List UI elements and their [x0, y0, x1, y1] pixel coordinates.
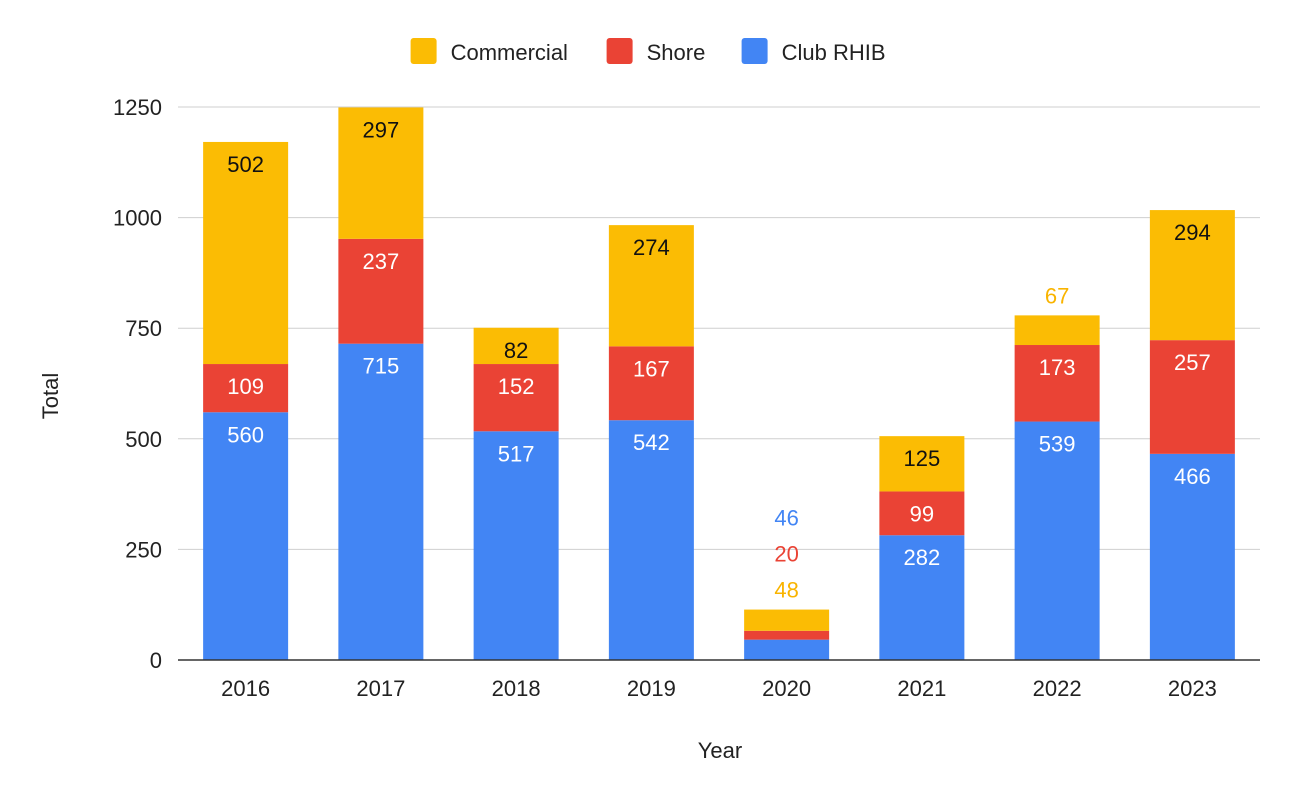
- bar-club-rhib-2020[interactable]: [744, 639, 830, 660]
- y-tick-label: 1250: [113, 95, 162, 120]
- legend-swatch: [606, 38, 633, 64]
- x-tick-label: 2018: [492, 676, 541, 701]
- y-tick-label: 1000: [113, 206, 162, 231]
- data-label: 257: [1174, 350, 1211, 375]
- bar-club-rhib-2017[interactable]: [338, 343, 424, 660]
- x-tick-label: 2016: [221, 676, 270, 701]
- data-label: 282: [904, 545, 941, 570]
- data-label: 560: [227, 422, 264, 447]
- bar-commercial-2016[interactable]: [203, 141, 289, 365]
- y-tick-label: 250: [125, 537, 162, 562]
- bar-commercial-2021[interactable]: [879, 436, 965, 492]
- data-label: 173: [1039, 355, 1076, 380]
- bars: [203, 107, 1235, 660]
- bar-shore-2022[interactable]: [1014, 345, 1100, 422]
- bar-shore-2020[interactable]: [744, 630, 830, 640]
- data-label: 99: [910, 501, 934, 526]
- data-label: 715: [363, 354, 400, 379]
- bar-shore-2018[interactable]: [473, 364, 559, 432]
- data-label: 82: [504, 338, 528, 363]
- data-label: 274: [633, 235, 670, 260]
- data-label: 46: [774, 506, 798, 531]
- legend-label: Shore: [647, 40, 706, 65]
- y-tick-label: 750: [125, 316, 162, 341]
- bar-shore-2017[interactable]: [338, 238, 424, 344]
- data-label: 297: [363, 117, 400, 142]
- data-label: 517: [498, 441, 535, 466]
- data-label: 109: [227, 374, 264, 399]
- x-tick-label: 2021: [897, 676, 946, 701]
- bar-shore-2019[interactable]: [608, 346, 694, 421]
- data-label: 67: [1045, 283, 1069, 308]
- legend-item-shore[interactable]: Shore: [606, 38, 706, 65]
- legend-item-club-rhib[interactable]: Club RHIB: [741, 38, 886, 65]
- bar-club-rhib-2016[interactable]: [203, 412, 289, 660]
- bar-commercial-2022[interactable]: [1014, 315, 1100, 346]
- x-tick-label: 2022: [1033, 676, 1082, 701]
- x-tick-label: 2020: [762, 676, 811, 701]
- bar-club-rhib-2022[interactable]: [1014, 421, 1100, 660]
- x-axis-title: Year: [698, 738, 742, 763]
- bar-commercial-2023[interactable]: [1149, 210, 1235, 341]
- bar-club-rhib-2018[interactable]: [473, 431, 559, 660]
- data-label: 167: [633, 356, 670, 381]
- bar-club-rhib-2021[interactable]: [879, 535, 965, 660]
- data-label: 125: [904, 446, 941, 471]
- x-tick-label: 2023: [1168, 676, 1217, 701]
- legend-label: Club RHIB: [782, 40, 886, 65]
- y-tick-label: 0: [150, 648, 162, 673]
- bar-club-rhib-2023[interactable]: [1149, 453, 1235, 660]
- bar-commercial-2019[interactable]: [608, 225, 694, 347]
- x-tick-label: 2019: [627, 676, 676, 701]
- data-label: 466: [1174, 464, 1211, 489]
- data-label: 48: [774, 578, 798, 603]
- y-axis-title: Total: [38, 373, 63, 419]
- data-label: 502: [227, 152, 264, 177]
- bar-shore-2016[interactable]: [203, 364, 289, 413]
- bar-commercial-2017[interactable]: [338, 107, 424, 239]
- data-label: 20: [774, 542, 798, 567]
- data-label: 237: [363, 249, 400, 274]
- data-label: 152: [498, 374, 535, 399]
- legend-swatch: [741, 38, 768, 64]
- bar-shore-2023[interactable]: [1149, 340, 1235, 454]
- data-labels: 560 109 502 715 237 297 517 152 82 542 167 274 46 20 4…: [227, 117, 1210, 602]
- bar-commercial-2018[interactable]: [473, 327, 559, 365]
- data-label: 294: [1174, 220, 1211, 245]
- x-tick-label: 2017: [356, 676, 405, 701]
- legend-swatch: [410, 38, 437, 64]
- legend-label: Commercial: [451, 40, 568, 65]
- bar-shore-2021[interactable]: [879, 491, 965, 536]
- legend-item-commercial[interactable]: Commercial: [410, 38, 568, 65]
- data-label: 542: [633, 430, 670, 455]
- legend[interactable]: Commercial Shore Club RHIB: [410, 38, 886, 65]
- bar-commercial-2020[interactable]: [744, 609, 830, 631]
- data-label: 539: [1039, 432, 1076, 457]
- bar-club-rhib-2019[interactable]: [608, 420, 694, 660]
- y-tick-label: 500: [125, 427, 162, 452]
